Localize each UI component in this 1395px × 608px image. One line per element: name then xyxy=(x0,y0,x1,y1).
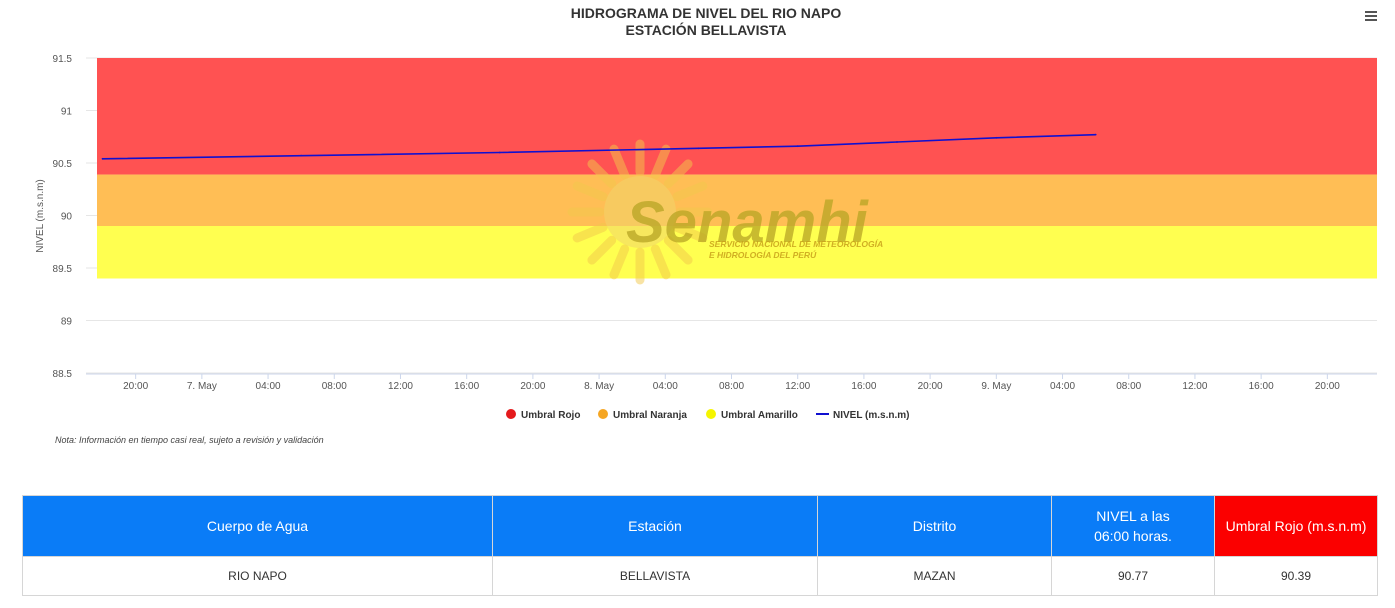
legend-symbol-3 xyxy=(706,409,716,419)
watermark-line1: SERVICIO NACIONAL DE METEOROLOGÍA xyxy=(709,239,883,249)
x-tick-label: 20:00 xyxy=(123,381,148,392)
x-tick-label: 9. May xyxy=(981,381,1011,392)
cell-umbral-rojo: 90.39 xyxy=(1214,556,1378,596)
x-tick-label: 16:00 xyxy=(851,381,876,392)
x-tick-label: 12:00 xyxy=(1182,381,1207,392)
header-nivel-line1: NIVEL a las xyxy=(1096,508,1170,524)
watermark-brand: Senamhi xyxy=(626,190,870,255)
x-tick-label: 16:00 xyxy=(454,381,479,392)
x-tick-label: 04:00 xyxy=(653,381,678,392)
band-umbral-rojo xyxy=(97,58,1377,175)
header-distrito: Distrito xyxy=(817,495,1052,557)
x-tick-label: 8. May xyxy=(584,381,614,392)
watermark-ray xyxy=(572,181,608,202)
header-estacion: Estación xyxy=(492,495,818,557)
watermark-ray xyxy=(672,181,708,202)
x-tick-label: 20:00 xyxy=(520,381,545,392)
chart-subtitle: ESTACIÓN BELLAVISTA xyxy=(626,21,787,38)
series-line-nivel xyxy=(102,133,1096,160)
y-tick-label: 90.5 xyxy=(53,159,73,170)
watermark-ray xyxy=(572,222,608,243)
header-cuerpo-de-agua: Cuerpo de Agua xyxy=(22,495,493,557)
cell-distrito: MAZAN xyxy=(817,556,1052,596)
header-nivel-line2: 06:00 horas. xyxy=(1094,528,1172,544)
watermark-ray xyxy=(609,244,630,280)
cell-cuerpo-de-agua: RIO NAPO xyxy=(22,556,493,596)
series-point xyxy=(1094,133,1097,136)
legend-symbol-2 xyxy=(598,409,608,419)
y-tick-label: 91 xyxy=(61,107,73,118)
y-tick-label: 90 xyxy=(61,212,73,223)
x-tick-label: 12:00 xyxy=(785,381,810,392)
header-umbral-rojo: Umbral Rojo (m.s.n.m) xyxy=(1214,495,1378,557)
watermark-ray xyxy=(650,244,671,280)
watermark-line2: E HIDROLOGÍA DEL PERÚ xyxy=(709,249,817,260)
band-umbral-amarillo xyxy=(97,226,1377,279)
legend-symbol-1 xyxy=(506,409,516,419)
x-tick-label: 20:00 xyxy=(918,381,943,392)
x-tick-label: 20:00 xyxy=(1315,381,1340,392)
series-point xyxy=(697,147,700,150)
x-tick-label: 04:00 xyxy=(256,381,281,392)
legend-item-label: Umbral Amarillo xyxy=(721,410,798,421)
watermark-ray xyxy=(663,159,693,189)
x-tick-label: 04:00 xyxy=(1050,381,1075,392)
x-tick-label: 7. May xyxy=(187,381,217,392)
series-point xyxy=(101,157,104,160)
legend-item-label: NIVEL (m.s.n.m) xyxy=(833,410,910,421)
series-point xyxy=(796,145,799,148)
series-point xyxy=(498,151,501,154)
y-tick-label: 88.5 xyxy=(53,369,73,380)
watermark-sun-icon xyxy=(604,176,676,248)
x-tick-label: 08:00 xyxy=(322,381,347,392)
hamburger-menu-icon[interactable] xyxy=(1365,9,1377,23)
x-tick-label: 12:00 xyxy=(388,381,413,392)
table-row: RIO NAPO BELLAVISTA MAZAN 90.77 90.39 xyxy=(22,556,1378,596)
watermark-ray xyxy=(650,144,671,180)
y-tick-label: 91.5 xyxy=(53,54,73,65)
watermark-ray xyxy=(663,235,693,265)
x-tick-label: 08:00 xyxy=(719,381,744,392)
station-table: Cuerpo de Agua Estación Distrito NIVEL a… xyxy=(22,495,1378,596)
table-header-row: Cuerpo de Agua Estación Distrito NIVEL a… xyxy=(22,495,1378,557)
band-umbral-naranja xyxy=(97,174,1377,226)
header-nivel: NIVEL a las 06:00 horas. xyxy=(1051,495,1215,557)
legend-item-label: Umbral Rojo xyxy=(521,410,580,421)
chart-svg: HIDROGRAMA DE NIVEL DEL RIO NAPOESTACIÓN… xyxy=(35,5,1377,445)
y-tick-label: 89.5 xyxy=(53,264,73,275)
x-tick-label: 16:00 xyxy=(1249,381,1274,392)
cell-nivel: 90.77 xyxy=(1051,556,1215,596)
hydrograph-chart: HIDROGRAMA DE NIVEL DEL RIO NAPO ESTACIÓN… xyxy=(35,5,1377,445)
watermark-ray xyxy=(672,222,708,243)
cell-estacion: BELLAVISTA xyxy=(492,556,818,596)
x-tick-label: 08:00 xyxy=(1116,381,1141,392)
watermark-ray xyxy=(609,144,630,180)
watermark-ray xyxy=(587,235,617,265)
y-tick-label: 89 xyxy=(61,317,73,328)
legend-item-label: Umbral Naranja xyxy=(613,410,687,421)
chart-title: HIDROGRAMA DE NIVEL DEL RIO NAPO xyxy=(571,5,842,21)
series-point xyxy=(995,136,998,139)
chart-note: Nota: Información en tiempo casi real, s… xyxy=(55,435,324,445)
series-point xyxy=(896,141,898,143)
series-point xyxy=(300,154,303,157)
watermark-ray xyxy=(587,159,617,189)
y-axis-label: NIVEL (m.s.n.m) xyxy=(35,179,46,253)
